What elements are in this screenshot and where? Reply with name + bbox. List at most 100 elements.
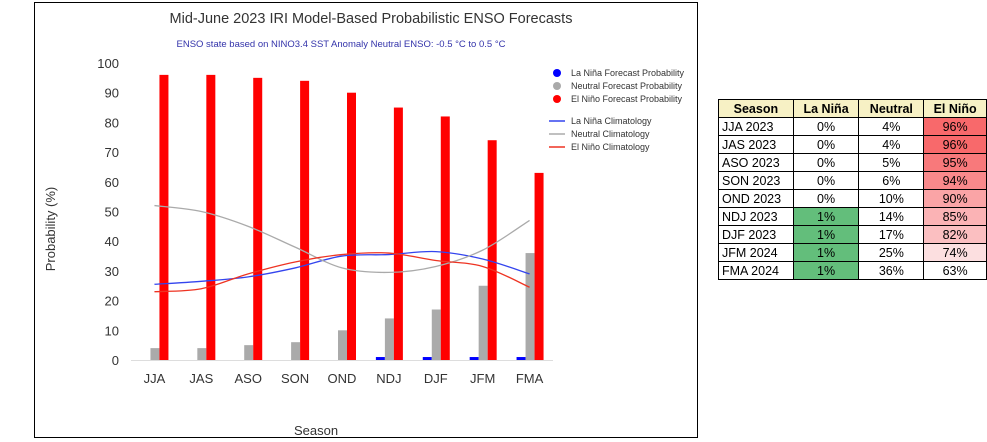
y-tick-label: 0 [112,353,119,368]
x-axis-title: Season [294,423,338,437]
bar-la-ni-a-forecast-probability [375,357,385,360]
cell-season: JFM 2024 [718,243,794,262]
line-neutral-climatology [154,204,530,274]
bar-el-ni-o-forecast-probability [534,172,544,360]
bar-neutral-forecast-probability [384,318,394,360]
cell-season: ASO 2023 [718,153,794,172]
cell-season: NDJ 2023 [718,207,794,226]
y-tick-label: 80 [105,115,119,130]
cell-season: OND 2023 [718,189,794,208]
y-tick-label: 100 [97,56,119,71]
cell-neutral: 17% [858,225,925,244]
chart-title: Mid-June 2023 IRI Model-Based Probabilis… [170,11,573,27]
chart-subtitle: ENSO state based on NINO3.4 SST Anomaly … [177,39,506,50]
probability-table-wrap: Season La Niña Neutral El Niño JJA 2023 0… [718,99,987,280]
cell-la-nina: 0% [792,117,860,136]
cell-la-nina: 0% [792,189,860,208]
y-tick-label: 40 [105,234,119,249]
legend-label-la-ni-a-forecast-probability: La Niña Forecast Probability [571,68,685,78]
table-row: ASO 2023 0% 5% 95% [718,153,987,172]
legend-label-neutral-forecast-probability: Neutral Forecast Probability [571,81,683,91]
cell-el-nino: 82% [923,225,987,244]
table-row: FMA 2024 1% 36% 63% [718,261,987,280]
enso-forecast-chart: Mid-June 2023 IRI Model-Based Probabilis… [43,11,685,437]
cell-el-nino: 95% [923,153,987,172]
cell-la-nina: 0% [792,153,860,172]
table-row: DJF 2023 1% 17% 82% [718,225,987,244]
bar-la-ni-a-forecast-probability [422,357,432,360]
legend-label-la-ni-a-climatology: La Niña Climatology [571,116,652,126]
header-neutral: Neutral [858,99,925,118]
cell-neutral: 10% [858,189,925,208]
cell-el-nino: 90% [923,189,987,208]
cell-la-nina: 1% [792,243,860,262]
bar-neutral-forecast-probability [478,285,488,360]
x-tick-label: ASO [234,371,261,386]
y-tick-label: 90 [105,86,119,101]
legend: La Niña Forecast Probability Neutral Fore… [549,68,685,152]
table-row: NDJ 2023 1% 14% 85% [718,207,987,226]
x-tick-label: OND [328,371,357,386]
bar-el-ni-o-forecast-probability [347,92,356,360]
cell-neutral: 25% [858,243,925,262]
cell-la-nina: 0% [792,135,860,154]
legend-label-el-ni-o-climatology: El Niño Climatology [571,142,650,152]
cell-el-nino: 85% [923,207,987,226]
cell-la-nina: 1% [792,225,860,244]
header-la-nina: La Niña [792,99,860,118]
bar-el-ni-o-forecast-probability [159,74,169,360]
bar-la-ni-a-forecast-probability [516,357,526,360]
y-tick-label: 70 [105,145,119,160]
table-row: OND 2023 0% 10% 90% [718,189,987,208]
cell-el-nino: 63% [923,261,987,280]
bar-neutral-forecast-probability [431,309,441,360]
header-el-nino: El Niño [923,99,987,118]
cell-season: JJA 2023 [718,117,794,136]
bar-neutral-forecast-probability [150,348,160,360]
cell-el-nino: 96% [923,135,987,154]
table-header-row: Season La Niña Neutral El Niño [718,99,987,118]
legend-label-el-ni-o-forecast-probability: El Niño Forecast Probability [571,94,683,104]
cell-neutral: 4% [858,135,925,154]
cell-el-nino: 94% [923,171,987,190]
table-row: SON 2023 0% 6% 94% [718,171,987,190]
table-row: JAS 2023 0% 4% 96% [718,135,987,154]
y-tick-label: 20 [105,294,119,309]
legend-marker-la-ni-a-forecast-probability [553,69,561,77]
cell-neutral: 5% [858,153,925,172]
cell-neutral: 6% [858,171,925,190]
bar-neutral-forecast-probability [338,330,347,360]
bar-neutral-forecast-probability [197,348,207,360]
header-season: Season [718,99,794,118]
bar-el-ni-o-forecast-probability [253,77,263,360]
x-tick-label: NDJ [376,371,401,386]
bar-el-ni-o-forecast-probability [487,140,497,360]
x-tick-label: JJA [144,371,166,386]
table-row: JJA 2023 0% 4% 96% [718,117,987,136]
y-tick-label: 30 [105,264,119,279]
cell-neutral: 14% [858,207,925,226]
y-tick-label: 10 [105,323,119,338]
bar-neutral-forecast-probability [291,342,301,360]
cell-el-nino: 96% [923,117,987,136]
line-el-ni-o-climatology [154,252,530,293]
bar-el-ni-o-forecast-probability [440,116,450,361]
cell-season: FMA 2024 [718,261,794,280]
y-axis-title: Probability (%) [43,187,58,272]
cell-la-nina: 1% [792,261,860,280]
bar-neutral-forecast-probability [525,253,535,360]
cell-la-nina: 0% [792,171,860,190]
cell-season: SON 2023 [718,171,794,190]
x-tick-label: DJF [424,371,448,386]
x-tick-label: JAS [189,371,213,386]
x-tick-label: FMA [516,371,544,386]
bar-la-ni-a-forecast-probability [469,357,479,360]
y-tick-label: 60 [105,175,119,190]
x-tick-label: JFM [470,371,495,386]
legend-label-neutral-climatology: Neutral Climatology [571,129,650,139]
cell-neutral: 4% [858,117,925,136]
bar-el-ni-o-forecast-probability [300,80,310,360]
cell-el-nino: 74% [923,243,987,262]
bar-neutral-forecast-probability [244,345,254,360]
legend-marker-el-ni-o-forecast-probability [553,95,561,103]
